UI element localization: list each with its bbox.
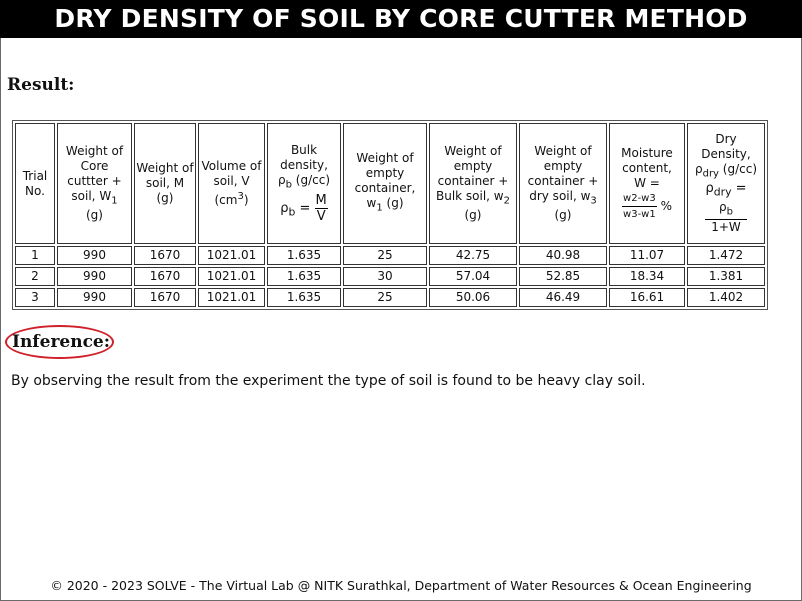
header-dry-density: Dry Density, ρdry (g/cc) ρdry = ρb 1+W: [687, 123, 765, 244]
cell-w1: 25: [343, 246, 427, 265]
cell-w2: 42.75: [429, 246, 517, 265]
header-container-dry-soil: Weight of empty container + dry soil, w3…: [519, 123, 607, 244]
cell-volume: 1021.01: [198, 267, 265, 286]
moisture-fraction: w2-w3 w3-w1: [622, 192, 657, 220]
table-header-row: Trial No. Weight of Core cuttter + soil,…: [15, 123, 765, 244]
cell-soil-weight: 1670: [134, 267, 196, 286]
cell-moisture: 11.07: [609, 246, 685, 265]
result-table-container: Trial No. Weight of Core cuttter + soil,…: [12, 120, 768, 310]
cell-w2: 50.06: [429, 288, 517, 307]
cell-core-weight: 990: [57, 267, 132, 286]
cell-w1: 30: [343, 267, 427, 286]
cell-w1: 25: [343, 288, 427, 307]
highlight-circle-annotation: [5, 325, 114, 359]
cell-dry-density: 1.402: [687, 288, 765, 307]
cell-bulk-density: 1.635: [267, 288, 341, 307]
cell-moisture: 16.61: [609, 288, 685, 307]
cell-volume: 1021.01: [198, 288, 265, 307]
header-core-weight: Weight of Core cuttter + soil, W1 (g): [57, 123, 132, 244]
header-soil-weight: Weight of soil, M (g): [134, 123, 196, 244]
cell-soil-weight: 1670: [134, 246, 196, 265]
inference-text: By observing the result from the experim…: [11, 373, 646, 389]
cell-bulk-density: 1.635: [267, 267, 341, 286]
page-title: DRY DENSITY OF SOIL BY CORE CUTTER METHO…: [0, 0, 802, 38]
result-heading: Result:: [7, 75, 75, 95]
cell-w3: 46.49: [519, 288, 607, 307]
result-table: Trial No. Weight of Core cuttter + soil,…: [12, 120, 768, 310]
cell-w2: 57.04: [429, 267, 517, 286]
cell-trial: 2: [15, 267, 55, 286]
cell-w3: 40.98: [519, 246, 607, 265]
table-row: 2 990 1670 1021.01 1.635 30 57.04 52.85 …: [15, 267, 765, 286]
cell-moisture: 18.34: [609, 267, 685, 286]
cell-dry-density: 1.381: [687, 267, 765, 286]
header-trial-no: Trial No.: [15, 123, 55, 244]
dry-density-fraction: ρb 1+W: [705, 200, 747, 235]
cell-volume: 1021.01: [198, 246, 265, 265]
cell-core-weight: 990: [57, 288, 132, 307]
footer-copyright: © 2020 - 2023 SOLVE - The Virtual Lab @ …: [50, 578, 752, 593]
cell-w3: 52.85: [519, 267, 607, 286]
header-moisture-content: Moisture content, W = w2-w3 w3-w1 %: [609, 123, 685, 244]
cell-trial: 3: [15, 288, 55, 307]
cell-bulk-density: 1.635: [267, 246, 341, 265]
inference-heading: Inference:: [12, 332, 111, 352]
cell-trial: 1: [15, 246, 55, 265]
table-row: 3 990 1670 1021.01 1.635 25 50.06 46.49 …: [15, 288, 765, 307]
header-volume: Volume of soil, V (cm3): [198, 123, 265, 244]
header-container-bulk-soil: Weight of empty container + Bulk soil, w…: [429, 123, 517, 244]
cell-soil-weight: 1670: [134, 288, 196, 307]
cell-core-weight: 990: [57, 246, 132, 265]
header-empty-container: Weight of empty container, w1 (g): [343, 123, 427, 244]
cell-dry-density: 1.472: [687, 246, 765, 265]
table-row: 1 990 1670 1021.01 1.635 25 42.75 40.98 …: [15, 246, 765, 265]
